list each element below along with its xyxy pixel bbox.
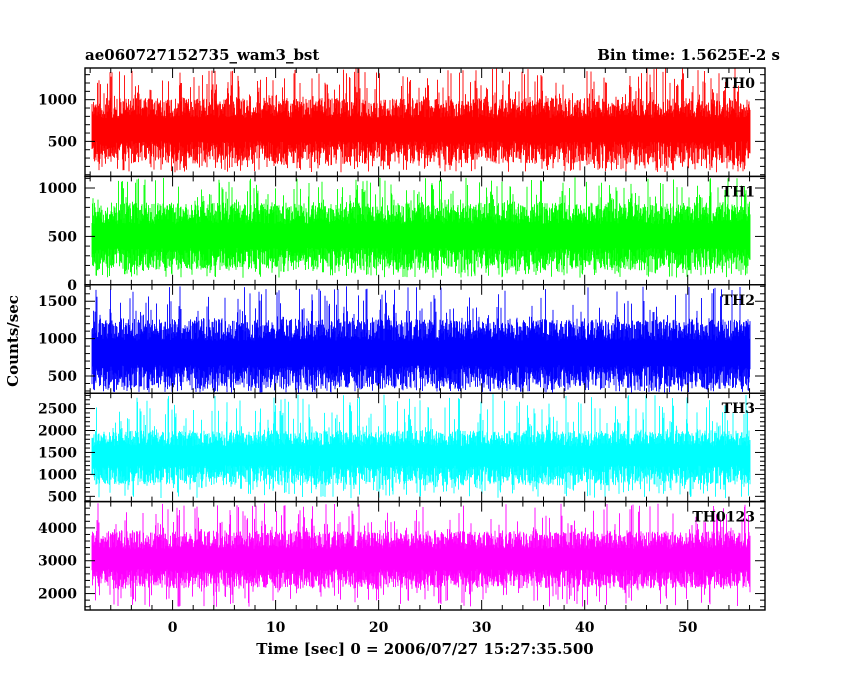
- series-label-th3: TH3: [722, 401, 755, 417]
- panel-th2: 500 1000 1500 TH2: [38, 284, 766, 394]
- panel-th0123: 2000 3000 4000 TH0123: [38, 500, 766, 611]
- panel-frame: [84, 500, 766, 611]
- y-axis-label: Counts/sec: [4, 295, 22, 387]
- series-label-th0123: TH0123: [692, 510, 755, 526]
- series-label-th0: TH0: [722, 76, 756, 92]
- y-tick-label: 500: [48, 369, 77, 385]
- y-tick-label: 1500: [38, 294, 77, 310]
- y-tick-label: 4000: [38, 521, 77, 537]
- panels: 500 1000 TH0 0 500 1000 TH1 500 1000 1500 TH2 500 10…: [38, 67, 766, 611]
- y-tick-label: 500: [48, 229, 77, 245]
- series-th0: [91, 68, 751, 173]
- x-tick-label: 30: [472, 620, 492, 636]
- y-tick-label: 1500: [38, 445, 77, 461]
- y-tick-label: 2000: [38, 587, 77, 603]
- y-tick-label: 1000: [38, 467, 77, 483]
- y-tick-label: 3000: [38, 554, 77, 570]
- y-tick-label: 1000: [38, 93, 77, 109]
- x-tick-label: 0: [168, 620, 178, 636]
- y-tick-label: 500: [48, 489, 77, 505]
- series-label-th2: TH2: [722, 293, 755, 309]
- y-tick-label: 1000: [38, 332, 77, 348]
- series-th1: [91, 177, 751, 278]
- panel-th1: 0 500 1000 TH1: [38, 175, 766, 294]
- y-tick-label: 0: [67, 278, 77, 294]
- series-label-th1: TH1: [722, 184, 755, 200]
- y-tick-label: 1000: [38, 181, 77, 197]
- chart-title-right: Bin time: 1.5625E-2 s: [597, 46, 780, 64]
- panel-th0: 500 1000 TH0: [38, 67, 766, 178]
- x-tick-label: 20: [369, 620, 389, 636]
- x-axis-label: Time [sec] 0 = 2006/07/27 15:27:35.500: [256, 640, 593, 658]
- chart-title-left: ae060727152735_wam3_bst: [85, 46, 319, 64]
- y-tick-label: 2000: [38, 424, 77, 440]
- x-tick-label: 40: [575, 620, 595, 636]
- x-tick-label: 10: [266, 620, 286, 636]
- series-th2: [91, 286, 751, 393]
- y-tick-label: 2500: [38, 402, 77, 418]
- series-th0123: [91, 503, 751, 607]
- panel-th3: 500 1000 1500 2000 2500 TH3: [38, 392, 766, 505]
- x-tick-label: 50: [678, 620, 698, 636]
- series-th3: [91, 394, 751, 499]
- x-axis: 0 10 20 30 40 50: [168, 620, 698, 636]
- y-tick-label: 500: [48, 134, 77, 150]
